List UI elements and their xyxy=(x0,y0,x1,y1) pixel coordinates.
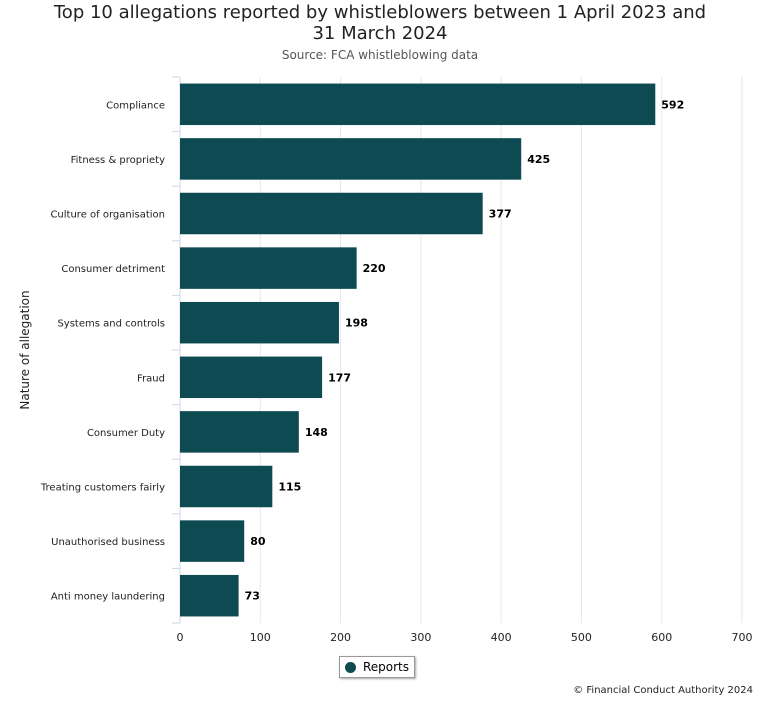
x-tick-label: 200 xyxy=(330,631,351,644)
data-label: 220 xyxy=(363,262,386,275)
data-label: 425 xyxy=(527,153,550,166)
category-label: Treating customers fairly xyxy=(40,483,165,494)
chart-title: Top 10 allegations reported by whistlebl… xyxy=(53,2,707,44)
data-label: 73 xyxy=(245,590,260,603)
category-label: Unauthorised business xyxy=(51,537,165,548)
bar[interactable] xyxy=(180,520,245,562)
category-label: Fitness & propriety xyxy=(71,155,165,166)
data-label: 80 xyxy=(250,535,266,548)
data-label: 198 xyxy=(345,317,368,330)
category-label: Compliance xyxy=(106,100,165,111)
data-label: 377 xyxy=(489,208,512,221)
bar[interactable] xyxy=(180,301,339,344)
x-tick-label: 600 xyxy=(651,631,672,644)
credit: © Financial Conduct Authority 2024 xyxy=(573,685,753,696)
bar[interactable] xyxy=(180,138,522,180)
bar[interactable] xyxy=(180,574,239,617)
category-label: Anti money laundering xyxy=(51,592,165,603)
data-label: 148 xyxy=(305,426,328,439)
category-label: Consumer detriment xyxy=(61,264,165,275)
x-tick-label: 300 xyxy=(410,631,431,644)
category-label: Consumer Duty xyxy=(87,428,165,439)
legend-marker xyxy=(344,661,356,673)
x-tick-label: 0 xyxy=(177,631,184,644)
x-tick-label: 100 xyxy=(250,631,271,644)
y-axis-title: Nature of allegation xyxy=(18,290,32,409)
category-label: Culture of organisation xyxy=(50,210,165,221)
bar[interactable] xyxy=(180,83,656,126)
bar[interactable] xyxy=(180,411,299,453)
category-label: Systems and controls xyxy=(57,319,165,330)
bar[interactable] xyxy=(180,247,357,289)
category-label: Fraud xyxy=(137,373,165,384)
x-tick-label: 500 xyxy=(571,631,592,644)
x-tick-label: 700 xyxy=(732,631,753,644)
x-tick-label: 400 xyxy=(491,631,512,644)
legend-label-reports: Reports xyxy=(362,660,410,674)
bar[interactable] xyxy=(180,356,323,399)
chart-subtitle: Source: FCA whistleblowing data xyxy=(281,48,479,62)
bar[interactable] xyxy=(180,465,273,508)
legend[interactable]: Reports xyxy=(339,656,415,678)
data-label: 115 xyxy=(278,481,301,494)
bar[interactable] xyxy=(180,192,483,235)
data-label: 177 xyxy=(328,371,351,384)
data-label: 592 xyxy=(661,98,684,111)
